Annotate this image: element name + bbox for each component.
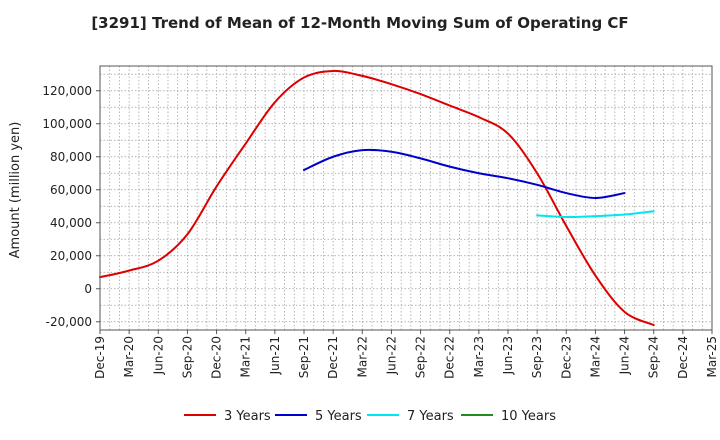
x-tick-label: Dec-19 (93, 336, 107, 379)
x-tick-label: Sep-21 (297, 336, 311, 378)
x-tick-label: Sep-23 (530, 336, 544, 378)
x-tick-label: Jun-24 (618, 336, 632, 375)
x-tick-label: Mar-21 (239, 336, 253, 377)
legend-label-10-years: 10 Years (501, 409, 556, 424)
x-axis-ticks: Dec-19 Mar-20 Jun-20 Sep-20 Dec-20 Mar-21 Jun-… (93, 330, 719, 379)
series-layer (99, 69, 655, 327)
y-tick-label: 60,000 (50, 183, 92, 197)
x-tick-label: Mar-23 (472, 336, 486, 377)
x-tick-label: Dec-21 (326, 336, 340, 379)
y-tick-label: 0 (84, 282, 92, 296)
x-tick-label: Jun-23 (501, 336, 515, 375)
y-tick-label: 20,000 (50, 249, 92, 263)
chart-title: [3291] Trend of Mean of 12-Month Moving … (91, 14, 628, 32)
x-tick-label: Jun-20 (151, 336, 165, 375)
series-line-3-years (99, 69, 655, 327)
x-tick-label: Mar-20 (122, 336, 136, 377)
legend-label-3-years: 3 Years (224, 409, 271, 424)
x-tick-label: Dec-22 (443, 336, 457, 379)
x-tick-label: Sep-22 (414, 336, 428, 378)
x-tick-label: Sep-24 (647, 336, 661, 378)
series-line-7-years (536, 210, 655, 218)
y-tick-label: 100,000 (42, 117, 92, 131)
legend-label-7-years: 7 Years (407, 409, 454, 424)
x-tick-label: Dec-24 (676, 336, 690, 379)
x-tick-label: Jun-22 (384, 336, 398, 375)
x-tick-label: Mar-22 (355, 336, 369, 377)
grid (100, 66, 712, 330)
plot-frame (99, 65, 713, 331)
x-tick-label: Mar-24 (588, 336, 602, 377)
y-axis-ticks: -20,000 0 20,000 40,000 60,000 80,000 100,000 1… (42, 84, 100, 329)
y-axis-title: Amount (million yen) (8, 122, 23, 259)
x-tick-label: Jun-21 (268, 336, 282, 375)
legend: 3 Years 5 Years 7 Years 10 Years (184, 409, 556, 424)
x-tick-label: Dec-20 (210, 336, 224, 379)
y-tick-label: 80,000 (50, 150, 92, 164)
x-tick-label: Dec-23 (559, 336, 573, 379)
y-tick-label: 120,000 (42, 84, 92, 98)
y-tick-label: 40,000 (50, 216, 92, 230)
x-tick-label: Mar-25 (705, 336, 719, 377)
x-tick-label: Sep-20 (180, 336, 194, 378)
series-line-5-years (303, 148, 626, 199)
y-tick-label: -20,000 (46, 315, 92, 329)
legend-label-5-years: 5 Years (315, 409, 362, 424)
